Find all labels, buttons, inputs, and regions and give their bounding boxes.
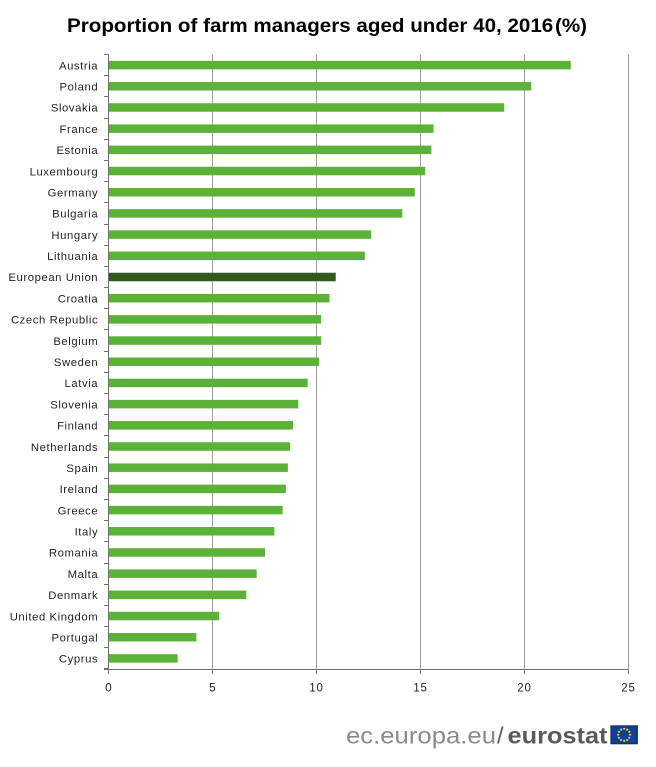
svg-text:Croatia: Croatia bbox=[58, 293, 99, 305]
svg-text:Bulgaria: Bulgaria bbox=[52, 209, 98, 221]
svg-text:25: 25 bbox=[621, 682, 635, 694]
svg-text:Italy: Italy bbox=[75, 527, 99, 539]
svg-text:Denmark: Denmark bbox=[48, 590, 98, 602]
svg-text:15: 15 bbox=[413, 682, 427, 694]
svg-text:Greece: Greece bbox=[58, 505, 99, 517]
svg-text:20: 20 bbox=[517, 682, 531, 694]
svg-text:Hungary: Hungary bbox=[51, 230, 98, 242]
svg-text:/: / bbox=[497, 722, 504, 748]
svg-text:10: 10 bbox=[309, 682, 323, 694]
svg-text:Poland: Poland bbox=[60, 82, 99, 94]
svg-text:Cyprus: Cyprus bbox=[59, 654, 98, 666]
svg-text:Slovenia: Slovenia bbox=[50, 399, 98, 411]
svg-text:Netherlands: Netherlands bbox=[31, 442, 98, 454]
svg-text:Czech Republic: Czech Republic bbox=[11, 315, 98, 327]
svg-text:Austria: Austria bbox=[59, 60, 98, 72]
svg-text:Proportion of farm managers ag: Proportion of farm managers aged under 4… bbox=[67, 15, 587, 37]
svg-text:United Kingdom: United Kingdom bbox=[10, 611, 99, 623]
svg-text:Estonia: Estonia bbox=[56, 145, 98, 157]
svg-text:Spain: Spain bbox=[66, 463, 98, 475]
svg-text:5: 5 bbox=[209, 682, 215, 694]
svg-text:Malta: Malta bbox=[68, 569, 99, 581]
svg-text:Portugal: Portugal bbox=[51, 632, 98, 644]
svg-text:France: France bbox=[60, 124, 99, 136]
svg-text:Romania: Romania bbox=[49, 548, 98, 560]
svg-text:eurostat: eurostat bbox=[508, 722, 608, 748]
svg-text:Germany: Germany bbox=[48, 187, 99, 199]
svg-text:ec.europa.eu: ec.europa.eu bbox=[346, 722, 496, 748]
svg-text:Ireland: Ireland bbox=[60, 484, 99, 496]
svg-text:Slovakia: Slovakia bbox=[51, 103, 98, 115]
svg-text:European Union: European Union bbox=[8, 272, 98, 284]
svg-text:0: 0 bbox=[105, 682, 111, 694]
svg-text:Belgium: Belgium bbox=[53, 336, 98, 348]
svg-text:Lithuania: Lithuania bbox=[47, 251, 98, 263]
svg-text:Finland: Finland bbox=[57, 421, 98, 433]
svg-text:Luxembourg: Luxembourg bbox=[30, 166, 99, 178]
svg-text:Latvia: Latvia bbox=[65, 378, 99, 390]
svg-text:Sweden: Sweden bbox=[54, 357, 98, 369]
